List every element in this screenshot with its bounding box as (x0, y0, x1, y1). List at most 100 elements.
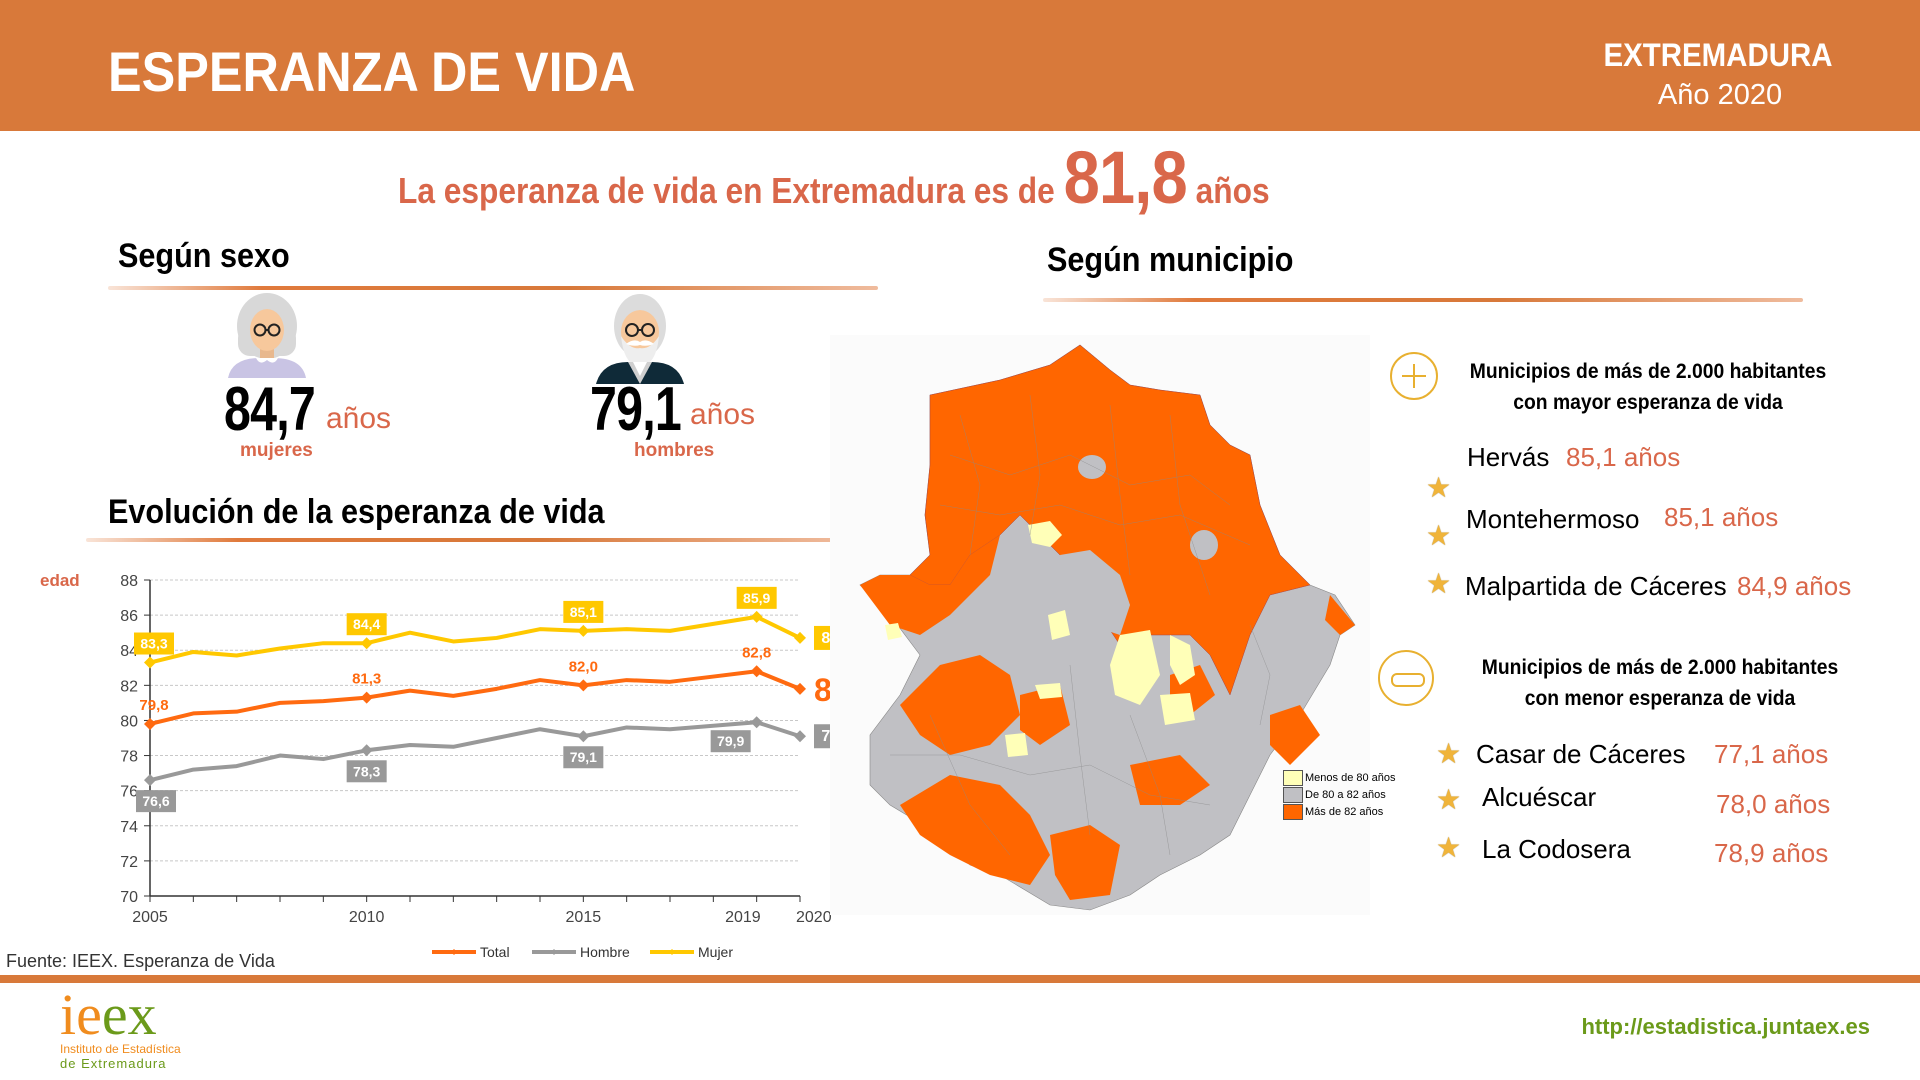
mayor-title: Municipios de más de 2.000 habitantes co… (1446, 356, 1851, 418)
logo-letter: e (76, 982, 102, 1047)
map-legend-item: Más de 82 años (1283, 803, 1396, 820)
map-yellow-3 (1048, 610, 1070, 640)
evolucion-divider (86, 538, 846, 542)
logo-letter: i (60, 982, 77, 1047)
y-tick-label: 88 (120, 573, 138, 590)
data-label-box (563, 600, 604, 623)
y-tick-label: 72 (120, 854, 138, 871)
y-tick-label: 84 (120, 643, 138, 660)
data-point-marker (360, 637, 373, 650)
headline: La esperanza de vida en Extremadura es d… (398, 136, 1270, 220)
data-point-marker (750, 665, 763, 678)
map-region-west (860, 535, 1000, 635)
minus-circle-icon (1378, 650, 1434, 706)
data-label: 84,4 (353, 616, 380, 632)
y-axis-label: edad (40, 571, 80, 590)
plus-bar-v (1413, 364, 1415, 388)
map-legend-label: Más de 82 años (1305, 805, 1384, 818)
menor-title: Municipios de más de 2.000 habitantes co… (1458, 652, 1863, 714)
data-label: 78,3 (353, 763, 380, 779)
map-legend-label: Menos de 80 años (1305, 771, 1396, 784)
logo-subtitle-1: Instituto de Estadística (60, 1042, 181, 1056)
map-grey-island1 (1078, 455, 1106, 479)
legend-swatch-high (1283, 803, 1303, 820)
hombres-label: hombres (634, 440, 715, 461)
municipio-divider (1043, 298, 1803, 302)
data-label-box (736, 586, 777, 609)
data-label: 82,8 (742, 644, 771, 661)
map-legend-item: Menos de 80 años (1283, 769, 1396, 786)
map-legend-item: De 80 a 82 años (1283, 786, 1396, 803)
ieex-logo: ieex Instituto de Estadística de Extrema… (60, 986, 181, 1072)
chart-series (144, 610, 806, 787)
plus-circle-icon (1390, 352, 1438, 400)
map-region-south2 (1050, 825, 1120, 900)
data-point-marker (360, 691, 373, 704)
y-tick-label: 80 (120, 713, 138, 730)
data-point-marker (577, 730, 590, 743)
legend-swatch-mid (1283, 786, 1303, 803)
mayor-title-line1: Municipios de más de 2.000 habitantes (1469, 360, 1827, 383)
y-tick-label: 78 (120, 749, 138, 766)
chart-legend: Total Hombre Mujer (432, 944, 733, 960)
legend-swatch-low (1283, 769, 1303, 786)
data-point-marker (794, 682, 806, 695)
region-name: EXTREMADURA (1603, 37, 1833, 73)
map-yellow-7 (1035, 683, 1062, 699)
logo-letter: x (127, 982, 157, 1047)
mujeres-label: mujeres (240, 440, 313, 461)
map-grey-island2 (1190, 530, 1218, 560)
data-point-marker (577, 679, 590, 692)
map-legend: Menos de 80 años De 80 a 82 años Más de … (1283, 769, 1396, 820)
data-point-marker (577, 624, 590, 637)
data-label: 76,6 (142, 793, 169, 809)
header-banner: ESPERANZA DE VIDA EXTREMADURA Año 2020 (0, 0, 1920, 131)
map-region-east (1270, 705, 1320, 765)
map-region-south (900, 775, 1050, 885)
elderly-woman-icon (228, 293, 306, 378)
headline-suffix: años (1195, 170, 1270, 211)
series-line-hombre (149, 720, 801, 783)
map-yellow-5 (1170, 635, 1195, 685)
data-point-marker (144, 656, 156, 669)
evolucion-section-title: Evolución de la esperanza de vida (108, 493, 605, 531)
x-tick-label: 2010 (349, 909, 385, 926)
menor-item-name: La Codosera (1482, 834, 1631, 864)
data-label: 82,0 (569, 658, 598, 675)
data-point-marker (794, 730, 806, 743)
data-label: 85,9 (743, 590, 770, 606)
mayor-title-line2: con mayor esperanza de vida (1513, 391, 1783, 414)
data-point-marker (794, 631, 806, 644)
mujeres-value: 84,7 (224, 375, 316, 444)
map-yellow-1 (1028, 521, 1062, 547)
legend-marker (451, 949, 457, 955)
year-label: Año 2020 (1657, 79, 1783, 111)
chart-axes: 70 72 74 76 78 80 82 84 86 88 edad 2005 2010 2015 2019… (40, 571, 832, 926)
sexo-divider (108, 286, 878, 290)
data-label: 79,1 (570, 749, 597, 765)
data-label: 81,3 (352, 671, 381, 688)
mayor-item-name: Hervás (1467, 442, 1550, 472)
data-label: 79,8 (139, 697, 168, 714)
data-point-marker (750, 716, 763, 729)
data-label-box (563, 746, 604, 769)
data-label-box (136, 790, 176, 813)
headline-prefix: La esperanza de vida en Extremadura es d… (398, 170, 1055, 211)
data-label-box (346, 760, 387, 783)
data-label-box (710, 730, 751, 753)
star-icon: ★ (1426, 568, 1452, 599)
website-link[interactable]: http://estadistica.juntaex.es (1581, 1014, 1870, 1039)
y-tick-label: 86 (120, 608, 138, 625)
map-grey-wedge (1060, 550, 1130, 635)
data-point-marker (144, 717, 156, 730)
menor-item-name: Casar de Cáceres (1476, 739, 1686, 769)
menor-title-line1: Municipios de más de 2.000 habitantes (1481, 656, 1839, 679)
star-icon: ★ (1426, 472, 1452, 503)
map-yellow-8 (1160, 693, 1195, 725)
chart-gridlines (150, 579, 800, 862)
menor-title-line2: con menor esperanza de vida (1524, 687, 1796, 710)
x-tick-label: 2020 (796, 909, 832, 926)
source-note: Fuente: IEEX. Esperanza de Vida (6, 951, 275, 971)
hombres-value: 79,1 (590, 375, 682, 444)
map-yellow-2 (885, 623, 902, 640)
